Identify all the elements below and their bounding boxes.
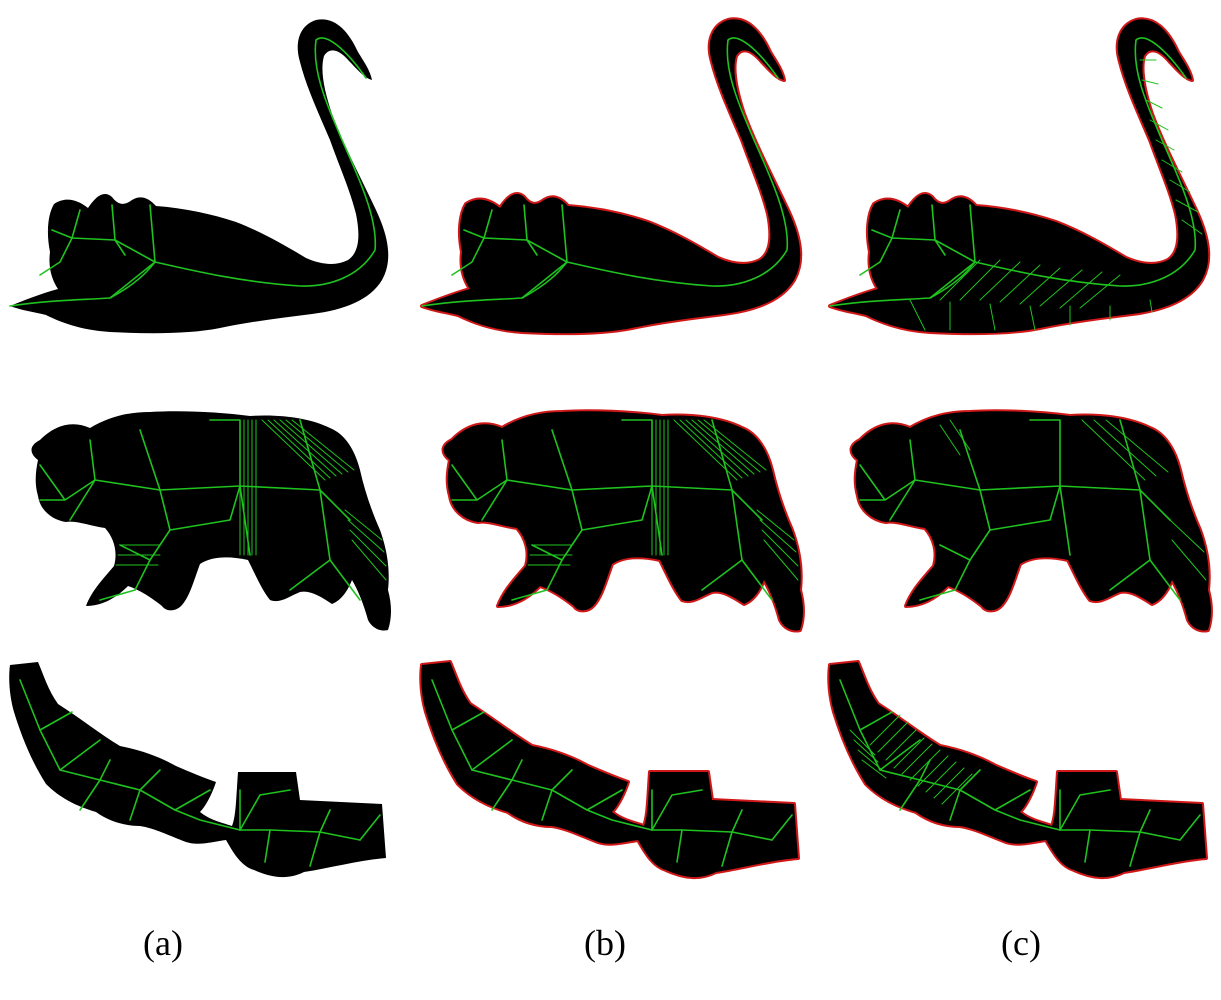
caption-c: (c) <box>1001 923 1041 963</box>
strip-shape-c <box>827 660 1208 880</box>
strip-shape-b <box>419 660 800 880</box>
caption-a: (a) <box>143 923 183 963</box>
strip-shape-a <box>9 662 386 878</box>
swan-shape-a <box>10 19 389 334</box>
panel-c <box>827 17 1213 880</box>
caption-b: (b) <box>584 923 626 963</box>
panel-b <box>419 17 805 880</box>
swan-skeleton-c <box>829 37 1203 331</box>
bear-shape-b <box>441 409 805 633</box>
strip-skeleton-c <box>839 679 1201 867</box>
bear-skeleton-c <box>859 419 1207 601</box>
swan-shape-c <box>828 17 1211 336</box>
bear-shape-c <box>849 409 1213 633</box>
panel-a <box>9 19 391 878</box>
bear-shape-a <box>31 411 391 631</box>
swan-shape-b <box>420 17 803 336</box>
